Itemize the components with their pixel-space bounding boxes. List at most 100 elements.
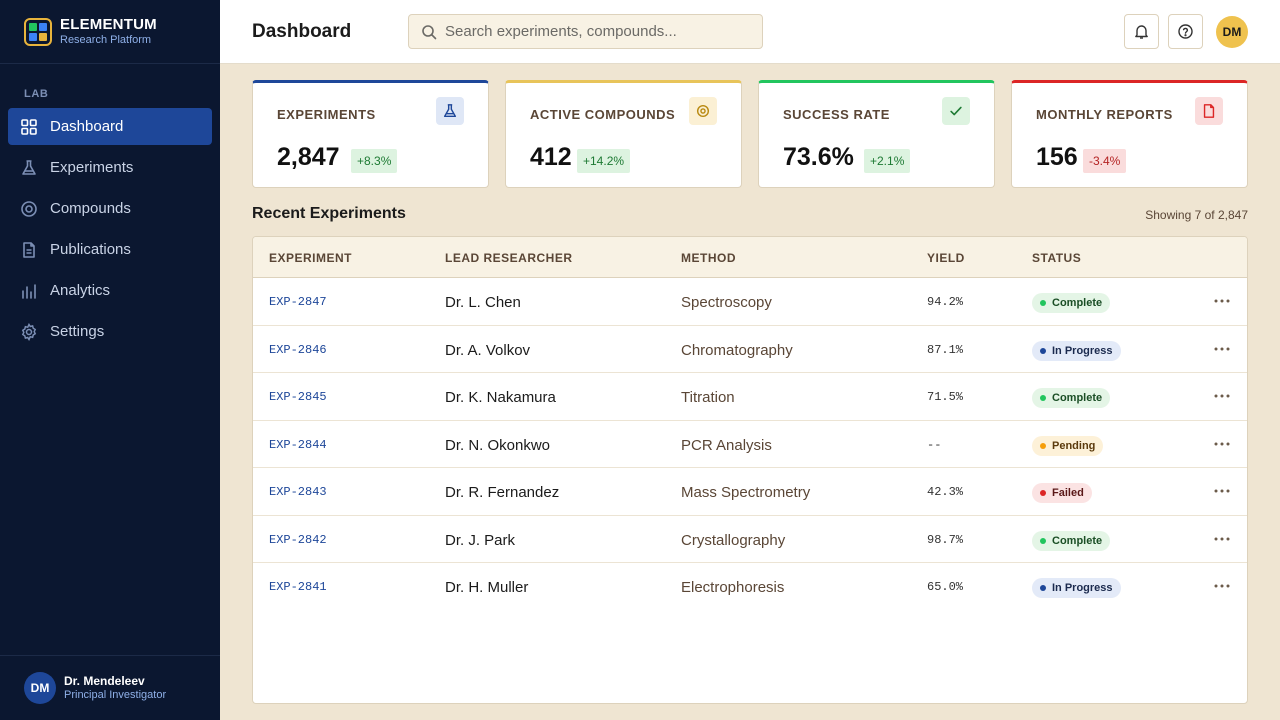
method-name: Chromatography <box>681 341 793 359</box>
column-header-researcher[interactable]: LEAD RESEARCHER <box>445 251 573 265</box>
status-label: Complete <box>1052 297 1103 309</box>
row-actions-button[interactable] <box>1213 292 1231 310</box>
researcher-name: Dr. R. Fernandez <box>445 484 560 501</box>
row-actions-button[interactable] <box>1213 435 1231 453</box>
stat-value: 156 <box>1036 143 1078 171</box>
row-actions-button[interactable] <box>1213 482 1231 500</box>
method-name: Spectroscopy <box>681 294 772 311</box>
experiment-id-link[interactable]: EXP-2845 <box>269 390 327 404</box>
yield-value: 94.2% <box>927 295 964 309</box>
row-actions-button[interactable] <box>1213 530 1231 548</box>
sidebar-item-settings[interactable]: Settings <box>8 313 212 350</box>
brand-subtitle: Research Platform <box>60 33 152 46</box>
stat-label: MONTHLY REPORTS <box>1036 107 1173 122</box>
table-row[interactable]: EXP-2843 Dr. R. Fernandez Mass Spectrome… <box>253 468 1247 516</box>
avatar: DM <box>24 672 56 704</box>
researcher-name: Dr. A. Volkov <box>445 341 531 359</box>
stats-row: EXPERIMENTS 2,847 +8.3% ACTIVE COMPOUNDS… <box>252 80 1248 188</box>
stat-delta: +8.3% <box>351 149 398 173</box>
sidebar-item-experiments[interactable]: Experiments <box>8 149 212 186</box>
researcher-name: Dr. J. Park <box>445 531 516 549</box>
stat-card-compounds[interactable]: ACTIVE COMPOUNDS 412 +14.2% <box>505 80 742 188</box>
brand[interactable]: ELEMENTUM Research Platform <box>0 0 220 64</box>
researcher-name: Dr. N. Okonkwo <box>445 436 551 454</box>
table-row[interactable]: EXP-2847 Dr. L. Chen Spectroscopy 94.2% … <box>253 278 1247 326</box>
page-title: Dashboard <box>252 20 352 42</box>
brand-name: ELEMENTUM <box>60 15 157 33</box>
target-icon <box>20 200 38 218</box>
check-icon <box>942 97 970 125</box>
status-label: In Progress <box>1052 344 1113 357</box>
method-name: Crystallography <box>681 531 786 549</box>
sidebar-item-analytics[interactable]: Analytics <box>8 272 212 309</box>
yield-value: 87.1% <box>927 342 964 357</box>
table-row[interactable]: EXP-2842 Dr. J. Park Crystallography 98.… <box>253 516 1247 563</box>
notifications-button[interactable] <box>1124 14 1159 49</box>
sidebar-item-dashboard[interactable]: Dashboard <box>8 108 212 145</box>
row-actions-button[interactable] <box>1213 340 1231 358</box>
more-horizontal-icon <box>1214 584 1230 588</box>
grid-icon <box>20 118 38 136</box>
yield-value: 65.0% <box>927 580 964 594</box>
status-badge: Pending <box>1032 435 1104 456</box>
stat-delta: -3.4% <box>1083 149 1127 173</box>
more-horizontal-icon <box>1214 299 1230 303</box>
sidebar-item-label: Settings <box>50 323 105 340</box>
document-icon <box>1195 97 1223 125</box>
table-row[interactable]: EXP-2846 Dr. A. Volkov Chromatography 87… <box>253 326 1247 373</box>
experiment-id-link[interactable]: EXP-2842 <box>269 532 327 547</box>
experiment-id-link[interactable]: EXP-2844 <box>269 437 327 452</box>
stat-delta: +2.1% <box>864 149 911 173</box>
status-badge: Complete <box>1032 388 1111 408</box>
row-actions-button[interactable] <box>1213 577 1231 595</box>
column-header-experiment[interactable]: EXPERIMENT <box>269 251 353 265</box>
status-badge: Failed <box>1032 483 1092 503</box>
sidebar-item-publications[interactable]: Publications <box>8 231 212 268</box>
user-role: Principal Investigator <box>64 689 167 701</box>
table-row[interactable]: EXP-2844 Dr. N. Okonkwo PCR Analysis -- … <box>253 421 1247 468</box>
experiment-id-link[interactable]: EXP-2841 <box>269 580 327 594</box>
status-label: In Progress <box>1052 582 1113 594</box>
more-horizontal-icon <box>1214 442 1230 445</box>
sidebar-item-compounds[interactable]: Compounds <box>8 190 212 227</box>
column-header-method[interactable]: METHOD <box>681 251 736 265</box>
row-actions-button[interactable] <box>1213 387 1231 405</box>
table-row[interactable]: EXP-2845 Dr. K. Nakamura Titration 71.5%… <box>253 373 1247 421</box>
experiment-id-link[interactable]: EXP-2847 <box>269 295 327 309</box>
bell-icon <box>1135 25 1148 39</box>
column-header-status[interactable]: STATUS <box>1032 251 1082 265</box>
yield-value: -- <box>927 437 942 452</box>
stat-card-monthly-reports[interactable]: MONTHLY REPORTS 156 -3.4% <box>1011 80 1248 188</box>
table-row[interactable]: EXP-2841 Dr. H. Muller Electrophoresis 6… <box>253 563 1247 611</box>
help-button[interactable] <box>1168 14 1203 49</box>
status-label: Pending <box>1052 439 1096 452</box>
experiment-id-link[interactable]: EXP-2846 <box>269 342 327 357</box>
status-label: Complete <box>1052 392 1103 404</box>
status-label: Complete <box>1052 534 1103 547</box>
yield-value: 71.5% <box>927 390 964 404</box>
status-label: Failed <box>1052 487 1084 499</box>
stat-card-success-rate[interactable]: SUCCESS RATE 73.6% +2.1% <box>758 80 995 188</box>
method-name: Electrophoresis <box>681 579 785 596</box>
researcher-name: Dr. K. Nakamura <box>445 389 556 406</box>
search-input[interactable] <box>445 23 745 40</box>
experiments-table: EXPERIMENT LEAD RESEARCHER METHOD YIELD … <box>252 236 1248 704</box>
search-box[interactable] <box>408 14 763 49</box>
more-horizontal-icon <box>1214 347 1230 350</box>
avatar[interactable]: DM <box>1216 16 1248 48</box>
user-name: Dr. Mendeleev <box>64 674 145 688</box>
stat-card-experiments[interactable]: EXPERIMENTS 2,847 +8.3% <box>252 80 489 188</box>
sidebar-item-label: Dashboard <box>50 118 124 135</box>
stat-label: EXPERIMENTS <box>277 107 376 122</box>
sidebar-nav: Dashboard Experiments Compounds Publicat… <box>0 108 220 350</box>
method-name: Mass Spectrometry <box>681 484 811 501</box>
sidebar-user[interactable]: DM Dr. Mendeleev Principal Investigator <box>0 655 220 720</box>
stat-value: 73.6% <box>783 143 854 171</box>
method-name: Titration <box>681 389 735 406</box>
nav-section-label: LAB <box>24 88 49 100</box>
column-header-yield[interactable]: YIELD <box>927 251 965 265</box>
top-header: Dashboard DM <box>220 0 1280 64</box>
document-icon <box>20 241 38 259</box>
stat-label: SUCCESS RATE <box>783 107 890 122</box>
experiment-id-link[interactable]: EXP-2843 <box>269 485 327 499</box>
